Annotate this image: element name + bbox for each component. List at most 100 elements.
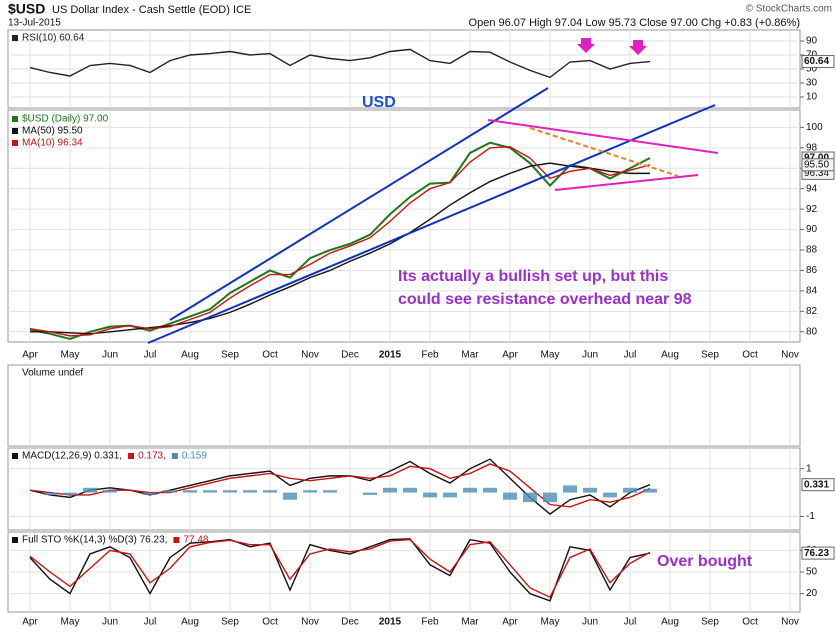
series-line <box>29 48 651 79</box>
histogram-bar <box>323 490 337 493</box>
legend-label: $USD (Daily) 97.00 <box>22 114 109 125</box>
legend-label: 0.173, <box>138 451 166 462</box>
x-tick-label: Apr <box>502 350 518 361</box>
x-tick-label: Apr <box>502 617 518 628</box>
annotation: USD <box>362 94 396 111</box>
histogram-bar <box>163 490 177 493</box>
histogram-bar <box>423 492 437 498</box>
x-tick-label: Feb <box>421 350 439 361</box>
histogram-bar <box>203 490 217 493</box>
histogram-bar <box>363 492 377 495</box>
y-tick-label: 90 <box>806 36 818 47</box>
histogram-bar <box>443 492 457 498</box>
trendline <box>147 104 716 344</box>
series-line <box>29 538 651 602</box>
x-tick-label: May <box>61 350 80 361</box>
legend-swatch <box>173 537 180 543</box>
histogram-bar <box>463 487 477 493</box>
value-badge-label: 96.34 <box>804 168 829 179</box>
legend-swatch <box>171 453 178 459</box>
panel <box>7 109 801 343</box>
histogram-bar <box>623 487 637 493</box>
series-line <box>30 162 650 335</box>
histogram-bar <box>563 485 577 493</box>
legend-swatch <box>128 453 135 459</box>
y-tick-label: 10 <box>806 92 818 103</box>
legend-label: MA(10) 96.34 <box>22 138 83 149</box>
x-tick-label: Jun <box>102 350 118 361</box>
annotation: Over bought <box>657 553 753 570</box>
drawings <box>147 38 719 344</box>
x-tick-label: Sep <box>221 350 239 361</box>
y-tick-label: 94 <box>806 183 818 194</box>
y-tick-label: 88 <box>806 245 818 256</box>
symbol: $USD <box>8 1 45 17</box>
value-badge-label: 97.00 <box>804 153 829 164</box>
y-tick-label: 100 <box>806 122 823 133</box>
y-tick-label: 50 <box>806 64 818 75</box>
y-tick-label: 86 <box>806 265 818 276</box>
x-tick-label: Nov <box>781 617 799 628</box>
histogram-bar <box>103 490 117 493</box>
y-tick-label: -1 <box>806 511 815 522</box>
x-tick-label: Sep <box>701 350 719 361</box>
y-tick-label: 90 <box>806 224 818 235</box>
y-tick-label: 20 <box>806 588 818 599</box>
y-tick-label: 30 <box>806 78 818 89</box>
histogram-bar <box>523 492 537 503</box>
legend-swatch <box>12 537 18 543</box>
x-tick-label: Oct <box>742 350 758 361</box>
histogram-bar <box>243 490 257 493</box>
date: 13-Jul-2015 <box>8 18 61 29</box>
histogram-bar <box>263 490 277 493</box>
x-tick-label: Aug <box>661 350 679 361</box>
x-tick-label: Sep <box>701 617 719 628</box>
histogram-bar <box>143 492 157 495</box>
x-tick-label: Nov <box>301 350 319 361</box>
panels: 9070503010RSI(10) 60.6460.64808284868890… <box>7 29 835 628</box>
value-badge <box>801 158 835 172</box>
value-badge-label: 76.23 <box>804 548 829 559</box>
x-tick-label: May <box>541 350 560 361</box>
x-tick-label: Feb <box>421 617 439 628</box>
x-tick-label: Oct <box>262 617 278 628</box>
series-line <box>29 538 651 599</box>
x-tick-label: Jul <box>144 350 157 361</box>
x-tick-label: Oct <box>742 617 758 628</box>
x-tick-label: Jun <box>102 617 118 628</box>
legend-label: 77.48 <box>183 535 208 546</box>
x-tick-label: Oct <box>262 350 278 361</box>
trendline <box>554 174 699 191</box>
legend-swatch <box>12 116 18 122</box>
x-tick-label: May <box>541 617 560 628</box>
x-tick-label: Mar <box>461 350 479 361</box>
legend-swatch <box>12 128 18 134</box>
x-tick-label: Sep <box>221 617 239 628</box>
value-badge <box>801 546 835 560</box>
histogram-bar <box>283 492 297 500</box>
x-tick-label: Nov <box>301 617 319 628</box>
y-tick-label: 84 <box>806 286 818 297</box>
legend-swatch <box>12 140 18 146</box>
histogram-bar <box>603 492 617 498</box>
dashed-trendline <box>529 127 679 177</box>
legend-swatch <box>12 453 18 459</box>
annotation: Its actually a bullish set up, but this <box>398 268 668 285</box>
x-tick-label: Jun <box>582 617 598 628</box>
trendline <box>487 119 719 154</box>
y-tick-label: 92 <box>806 204 818 215</box>
histogram-bar <box>383 487 397 493</box>
x-tick-label: Apr <box>22 350 38 361</box>
legend-swatch <box>12 35 18 41</box>
y-tick-label: 98 <box>806 142 818 153</box>
x-tick-label: Apr <box>22 617 38 628</box>
x-tick-label: Jun <box>582 350 598 361</box>
arrow <box>577 38 595 53</box>
legend-label: MACD(12,26,9) 0.331, <box>22 451 122 462</box>
x-tick-label: Aug <box>181 350 199 361</box>
x-tick-label: Aug <box>661 617 679 628</box>
y-tick-label: 50 <box>806 567 818 578</box>
x-tick-label: 2015 <box>379 617 402 628</box>
histogram-bar <box>483 487 497 493</box>
x-tick-label: Nov <box>781 350 799 361</box>
